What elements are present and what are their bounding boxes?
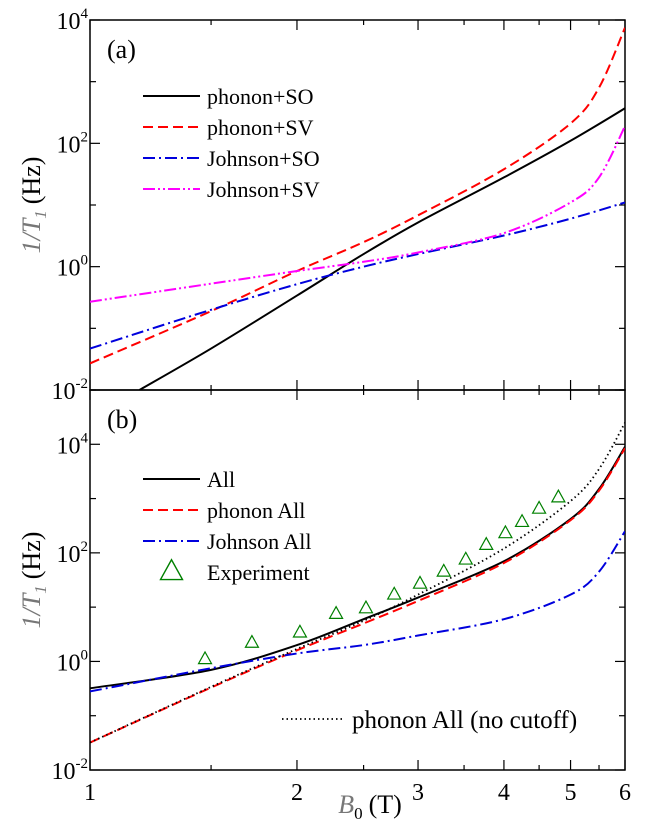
y-tick-label: 104 xyxy=(57,430,89,459)
x-tick-label: 5 xyxy=(565,780,577,806)
experiment-point xyxy=(436,563,452,577)
plot-area xyxy=(90,422,625,744)
y-tick-label: 104 xyxy=(57,6,89,35)
series-line-all xyxy=(90,446,625,690)
series-line-phonon-all xyxy=(90,447,625,744)
x-tick-label: 6 xyxy=(619,780,631,806)
legend-label: phonon All (no cutoff) xyxy=(352,707,577,734)
legend-label: Experiment xyxy=(207,560,310,585)
y-axis-labels: 1/T1(Hz) 1/T1(Hz) xyxy=(17,157,50,629)
legend: phonon+SO phonon+SV Johnson+SO Johnson+SV xyxy=(143,84,320,202)
y-tick-label: 100 xyxy=(57,647,89,676)
experiment-point xyxy=(531,500,547,514)
series-line-phonon-sv xyxy=(90,27,625,365)
x-tick-label: 4 xyxy=(498,780,510,806)
x-axis-label: B0 (T) xyxy=(338,790,402,823)
x-axis-label-text: B0 (T) xyxy=(338,790,402,823)
experiment-point xyxy=(386,586,402,600)
legend-label: Johnson All xyxy=(207,529,312,554)
experiment-point xyxy=(328,605,344,619)
legend-label: phonon All xyxy=(207,498,305,523)
x-tick-label: 1 xyxy=(84,780,96,806)
panel-b: 10-2 100 102 104 1 2 3 4 5 6 (b) All phonon All Johns… xyxy=(52,389,631,806)
legend: All phonon All Johnson All phonon All (no c… xyxy=(143,467,577,734)
y-tick-label: 10-2 xyxy=(52,376,89,405)
y-tick-label: 102 xyxy=(57,129,89,158)
experiment-point xyxy=(292,624,308,638)
x-tick-label: 3 xyxy=(412,780,424,806)
experiment-point xyxy=(478,536,494,550)
experiment-point xyxy=(497,524,513,539)
experiment-point xyxy=(412,575,428,589)
y-axis-label: 1/T1(Hz) xyxy=(17,532,50,629)
y-tick-label: 102 xyxy=(57,539,89,568)
legend-swatch xyxy=(159,558,184,581)
y-tick-label: 10-2 xyxy=(52,756,89,785)
experiment-point xyxy=(458,551,474,565)
legend-label: phonon+SO xyxy=(207,84,314,109)
legend-label: All xyxy=(207,467,235,492)
panel-label: (b) xyxy=(107,405,137,434)
y-tick-label: 100 xyxy=(57,253,89,282)
plot-frame xyxy=(89,19,626,391)
experiment-point xyxy=(550,488,566,503)
x-tick-label: 2 xyxy=(291,780,303,806)
series-line-phonon-so xyxy=(138,107,625,390)
experiment-point xyxy=(358,599,374,614)
panel-label: (a) xyxy=(107,35,136,64)
legend-label: phonon+SV xyxy=(207,115,314,140)
series-line-johnson-sv xyxy=(90,125,625,303)
y-axis-label: 1/T1(Hz) xyxy=(17,157,50,254)
experiment-point xyxy=(197,650,213,665)
experiment-point xyxy=(514,513,530,528)
legend-label: Johnson+SO xyxy=(207,146,320,171)
legend-label: Johnson+SV xyxy=(207,177,320,202)
series-line-johnson-so xyxy=(90,201,625,350)
plot-area xyxy=(90,27,625,390)
series-line-phonon-all-no-cutoff- xyxy=(90,422,625,744)
panel-a: 10-2 100 102 104 (a) phonon+SO phonon+SV Johnso… xyxy=(52,6,626,405)
plot-frame xyxy=(89,389,626,771)
series-line-johnson-all xyxy=(90,530,625,693)
experiment-point xyxy=(244,634,260,648)
